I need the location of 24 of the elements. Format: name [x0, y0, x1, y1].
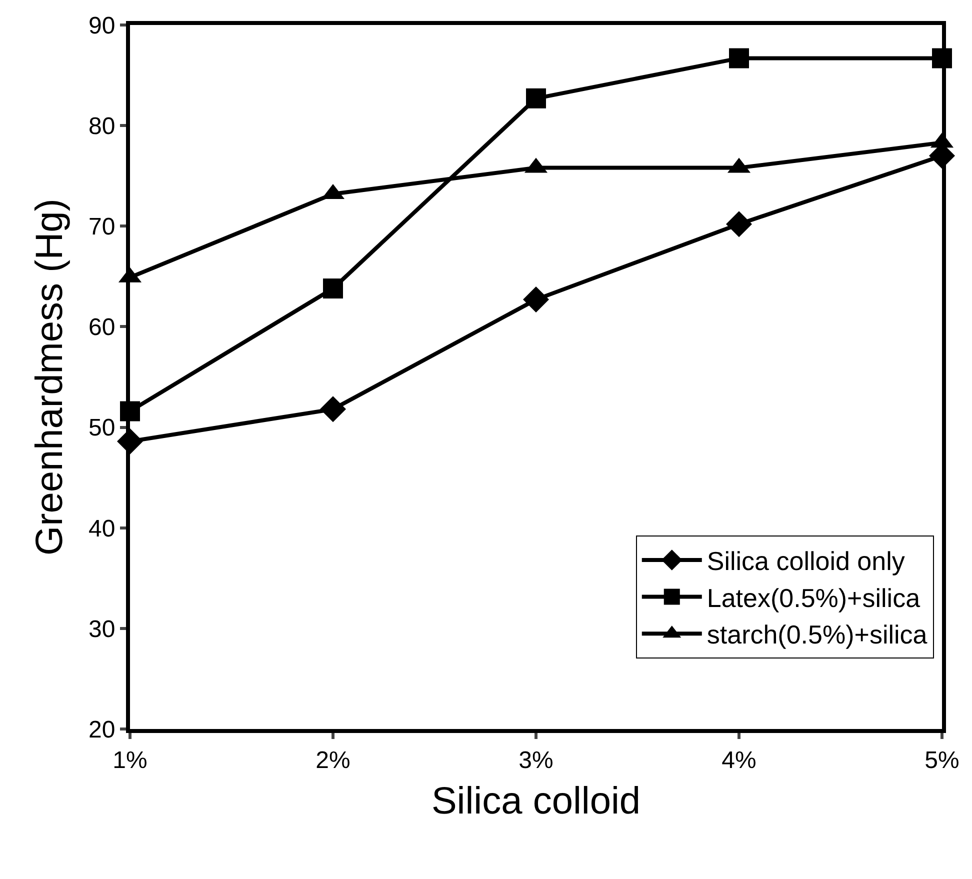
x-tick-label: 1% [112, 746, 148, 774]
y-tick-label: 30 [88, 616, 116, 643]
y-tick-label: 90 [88, 12, 116, 40]
x-tick-label: 2% [316, 746, 350, 774]
y-tick-label: 50 [88, 414, 116, 442]
legend-label: starch(0.5%)+silica [706, 620, 928, 650]
point [526, 88, 546, 108]
point [523, 286, 549, 313]
point [726, 211, 752, 238]
point [320, 396, 346, 422]
y-tick-label: 70 [88, 214, 116, 241]
legend-label: Silica colloid only [706, 546, 905, 576]
x-tick-label: 5% [924, 746, 960, 774]
y-tick-label: 60 [88, 314, 116, 342]
x-axis-title: Silica colloid [431, 780, 641, 822]
point [323, 278, 343, 298]
y-axis-title: Greenhardmess (Hg) [29, 198, 72, 556]
y-tick-label: 40 [88, 515, 116, 542]
y-tick-label: 20 [88, 716, 116, 744]
legend-label: Latex(0.5%)+silica [706, 582, 921, 613]
y-tick-label: 80 [88, 112, 116, 140]
x-tick-label: 4% [722, 746, 756, 774]
x-tick-label: 3% [518, 746, 554, 774]
point [729, 48, 749, 68]
